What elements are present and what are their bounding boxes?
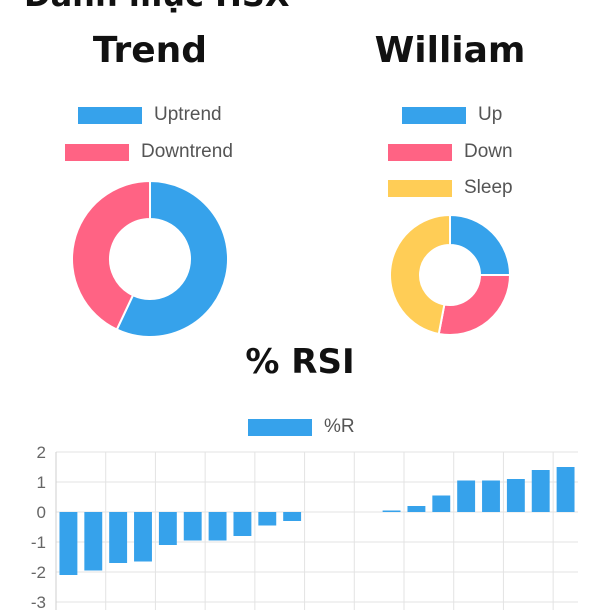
legend-label-uptrend: Uptrend [154, 104, 222, 125]
rsi-bar[interactable] [556, 467, 575, 512]
y-tick-label: 0 [37, 503, 46, 522]
donut-slice-uptrend[interactable] [115, 179, 229, 338]
legend-item-downtrend[interactable]: Downtrend [65, 141, 233, 163]
rsi-bar[interactable] [432, 495, 451, 513]
rsi-bar[interactable] [109, 512, 128, 563]
legend-swatch-sleep [388, 179, 452, 197]
y-tick-label: -3 [31, 593, 46, 610]
legend-label-downtrend: Downtrend [141, 141, 233, 162]
y-tick-label: -1 [31, 533, 46, 552]
legend-swatch-downtrend [65, 143, 129, 161]
rsi-bar[interactable] [258, 512, 277, 526]
y-tick-label: 1 [37, 473, 46, 492]
legend-label-down: Down [464, 141, 513, 162]
rsi-bar[interactable] [457, 480, 476, 513]
legend-swatch-r [248, 418, 312, 436]
rsi-bar[interactable] [531, 470, 550, 512]
rsi-bar[interactable] [84, 512, 103, 571]
legend-item-up[interactable]: Up [402, 104, 502, 126]
rsi-bar[interactable] [283, 512, 302, 521]
rsi-bar[interactable] [158, 512, 177, 545]
legend-swatch-up [402, 106, 466, 124]
legend-label-r: %R [324, 416, 355, 437]
william-title: William [374, 30, 526, 71]
rsi-bar-chart: 2 1 0 -1 -2 -3 [31, 443, 578, 610]
trend-title: Trend [92, 30, 208, 71]
donut-slice-sleep[interactable] [389, 213, 451, 336]
rsi-bar[interactable] [59, 512, 78, 575]
legend-swatch-uptrend [78, 106, 142, 124]
william-donut-chart [389, 213, 512, 336]
legend-item-sleep[interactable]: Sleep [388, 177, 513, 199]
legend-label-up: Up [478, 104, 503, 125]
rsi-title: % RSI [245, 342, 355, 382]
legend-swatch-down [388, 143, 452, 161]
y-tick-label: 2 [37, 443, 46, 462]
donut-slice-up[interactable] [449, 213, 512, 276]
legend-label-sleep: Sleep [464, 177, 513, 198]
legend-item-uptrend[interactable]: Uptrend [78, 104, 222, 126]
y-tick-label: -2 [31, 563, 46, 582]
donut-slice-down[interactable] [437, 274, 512, 336]
rsi-bar[interactable] [208, 512, 227, 541]
rsi-bar[interactable] [233, 512, 252, 536]
rsi-bar[interactable] [183, 512, 202, 541]
donut-slice-downtrend[interactable] [71, 179, 151, 331]
page-heading: Danh mục HSX [24, 0, 290, 14]
rsi-bar[interactable] [407, 506, 426, 512]
rsi-bar[interactable] [134, 512, 152, 562]
rsi-bar[interactable] [482, 480, 500, 513]
legend-item-r[interactable]: %R [248, 416, 355, 438]
rsi-bar[interactable] [506, 479, 525, 512]
trend-donut-chart [71, 179, 229, 338]
rsi-bar[interactable] [382, 510, 401, 513]
legend-item-down[interactable]: Down [388, 141, 513, 163]
